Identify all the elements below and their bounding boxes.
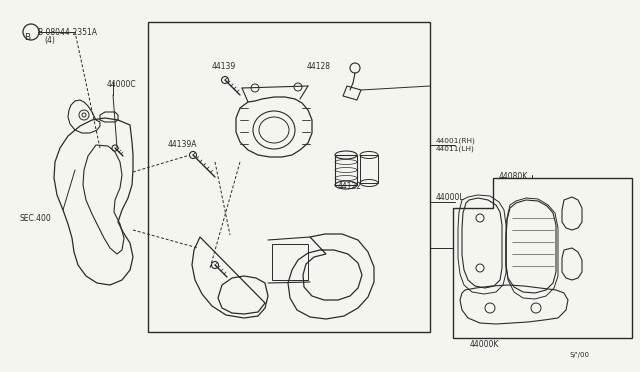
Text: (4): (4) <box>44 36 55 45</box>
Text: 44001(RH)
44011(LH): 44001(RH) 44011(LH) <box>436 138 476 152</box>
Text: 44000K: 44000K <box>470 340 499 349</box>
Text: 44080K: 44080K <box>499 172 528 181</box>
Text: SEC.400: SEC.400 <box>20 214 52 223</box>
Text: 44000C: 44000C <box>107 80 136 89</box>
Text: B: B <box>24 32 30 42</box>
Text: 44122: 44122 <box>338 182 362 191</box>
Text: 44139A: 44139A <box>168 140 198 149</box>
Text: S/'/00: S/'/00 <box>570 352 590 358</box>
Text: 44000L: 44000L <box>436 193 465 202</box>
Bar <box>148 22 430 332</box>
Text: 44128: 44128 <box>307 62 331 71</box>
Text: B 08044-2351A: B 08044-2351A <box>38 28 97 37</box>
Text: 44139: 44139 <box>212 62 236 71</box>
